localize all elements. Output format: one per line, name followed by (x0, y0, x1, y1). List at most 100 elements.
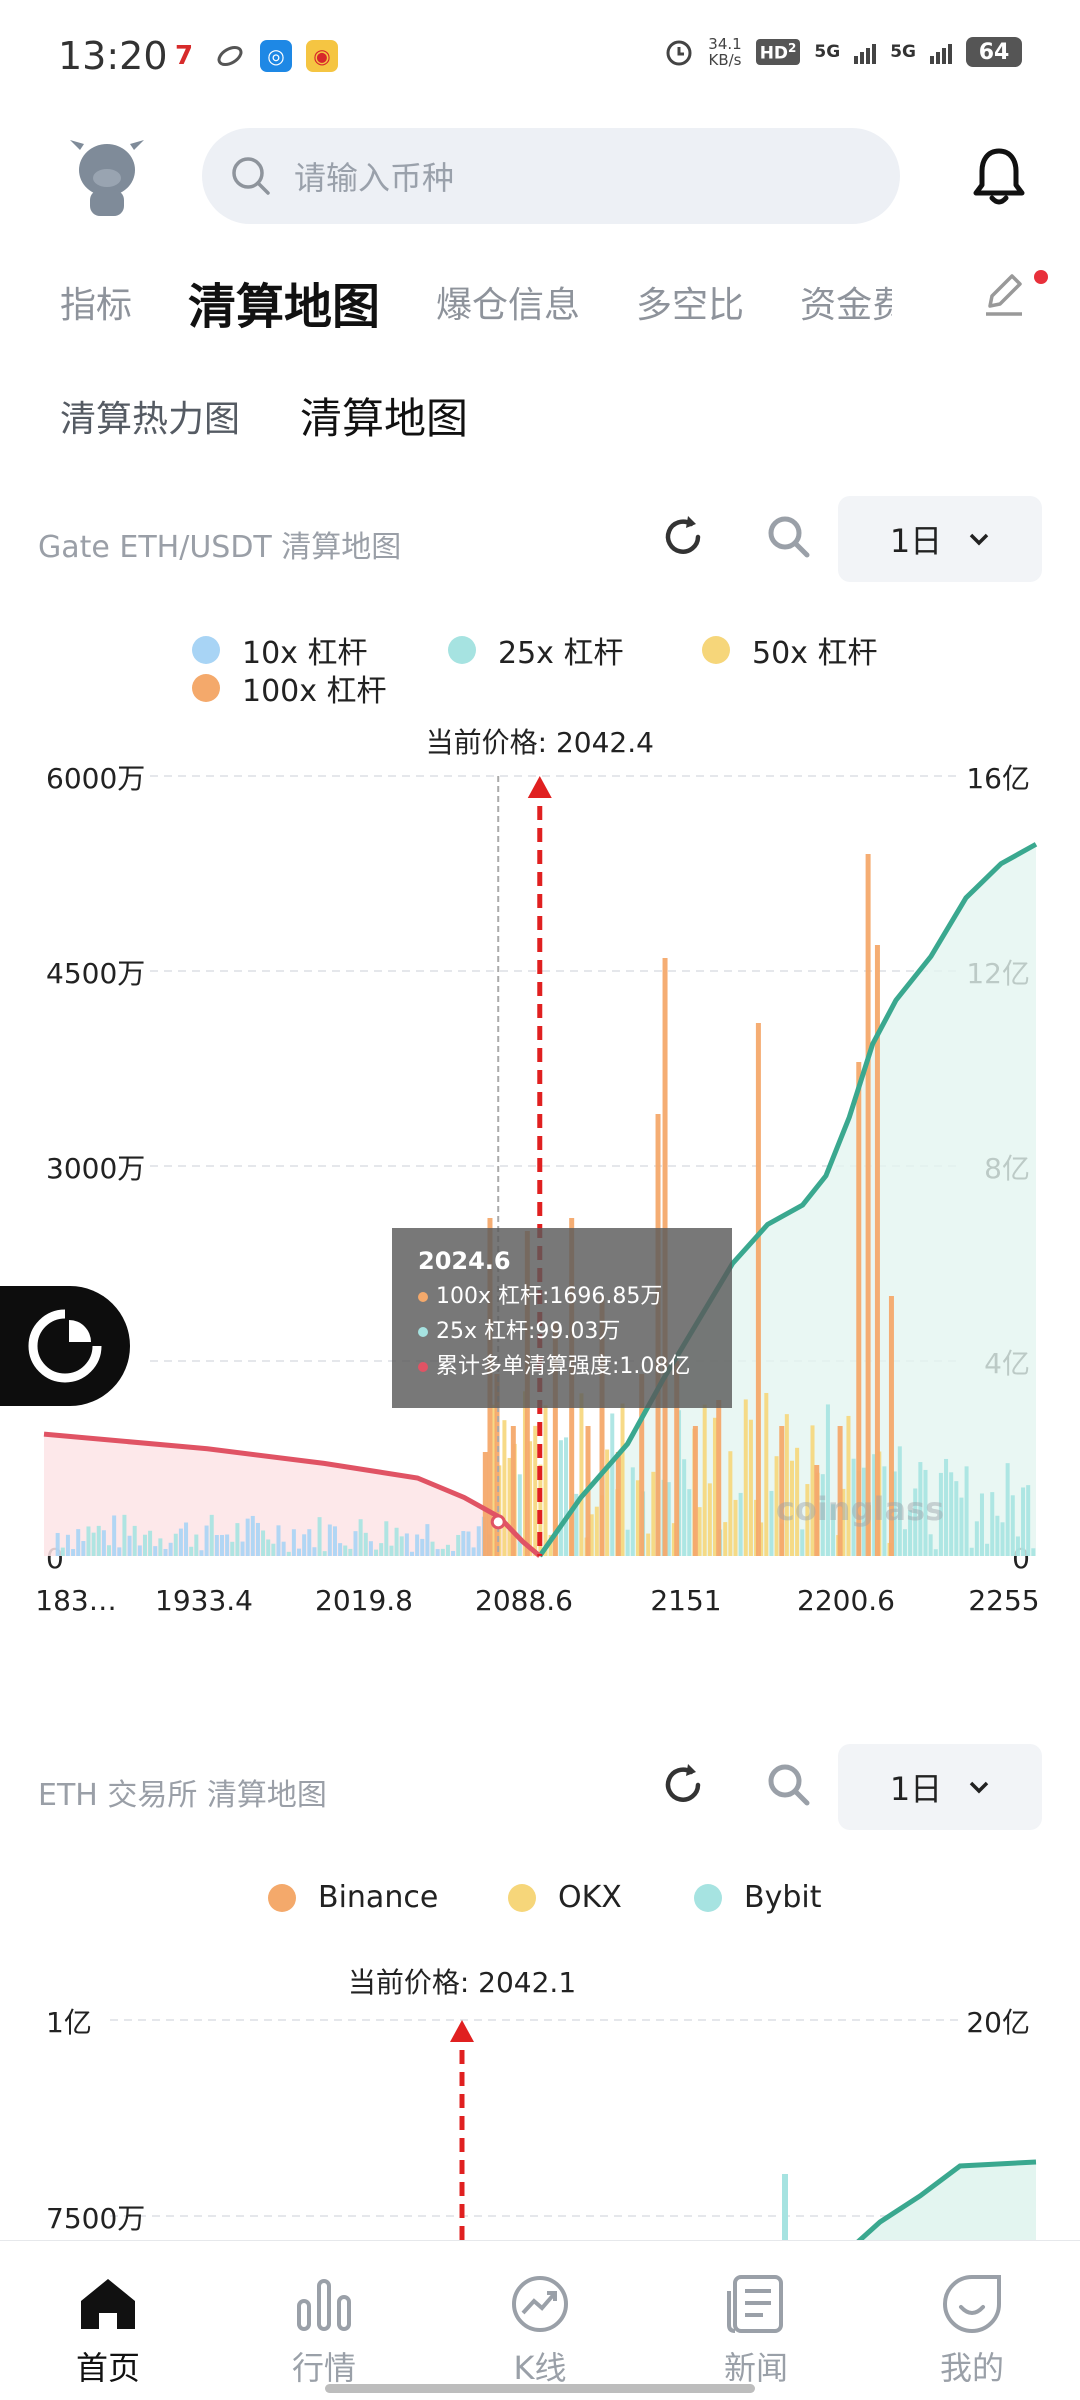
bar (219, 1534, 224, 1556)
tab-funding-rate[interactable]: 资金费 (800, 285, 893, 326)
bar (435, 1549, 440, 1556)
legend-item[interactable]: Binance (268, 1880, 438, 1915)
bar (892, 1471, 897, 1556)
floating-action-button[interactable] (0, 1286, 130, 1406)
chart1-title: Gate ETH/USDT 清算地图 (38, 530, 402, 565)
legend-item[interactable]: 50x 杠杆 (702, 628, 877, 672)
liquidation-chart[interactable]: 6000万16亿4500万12亿3000万8亿4亿00当前价格: 2042.4c… (0, 720, 1080, 1620)
bar (949, 1472, 954, 1556)
bar-100x (692, 1426, 698, 1556)
bar (178, 1528, 183, 1556)
weibo-icon: ◉ (306, 40, 338, 72)
tab-long-short-ratio[interactable]: 多空比 (636, 285, 745, 326)
bar (353, 1531, 358, 1556)
bar (163, 1548, 168, 1556)
tooltip-row: 25x 杠杆:99.03万 (418, 1314, 732, 1349)
hover-point (490, 1514, 506, 1530)
legend-item[interactable]: 10x 杠杆 (192, 628, 367, 672)
bar (517, 1474, 522, 1556)
bar (810, 1425, 815, 1556)
bar (286, 1551, 291, 1556)
period-value: 1日 (889, 522, 943, 560)
avatar[interactable] (66, 132, 148, 218)
tooltip-price: 2024.6 (418, 1247, 511, 1275)
home-icon (81, 2279, 135, 2329)
bar (769, 1490, 774, 1556)
bar (933, 1549, 938, 1556)
tab-liquidation-info[interactable]: 爆仓信息 (436, 285, 581, 326)
notification-bell-icon[interactable] (972, 145, 1026, 207)
battery-icon: 64 (966, 37, 1022, 67)
bar (1015, 1536, 1020, 1556)
bar (471, 1547, 476, 1556)
bar (882, 1466, 887, 1556)
app-notification-icon: 7 (168, 40, 200, 72)
bar (332, 1526, 337, 1556)
bar (872, 1454, 877, 1556)
bar (795, 1447, 800, 1556)
subtab-heatmap[interactable]: 清算热力图 (60, 398, 241, 440)
bar (307, 1529, 312, 1556)
nav-market[interactable]: 行情 (216, 2241, 432, 2400)
bar (81, 1541, 86, 1556)
refresh-icon[interactable] (658, 1760, 708, 1810)
bar (492, 1404, 497, 1556)
nav-label: K线 (513, 2349, 567, 2387)
bar (420, 1538, 425, 1556)
legend-item[interactable]: 25x 杠杆 (448, 628, 623, 672)
bar (348, 1548, 353, 1556)
chevron-down-icon (969, 533, 989, 546)
search-icon[interactable] (764, 1760, 814, 1810)
nav-profile[interactable]: 我的 (864, 2241, 1080, 2400)
y-tick-label: 1亿 (46, 2006, 92, 2039)
period-select[interactable]: 1日 (838, 496, 1042, 582)
nav-kline[interactable]: K线 (432, 2241, 648, 2400)
nav-label: 首页 (75, 2349, 140, 2387)
bar-100x (615, 1452, 621, 1556)
bar-100x (510, 1426, 516, 1556)
bar (55, 1532, 60, 1556)
exchange-liquidation-chart[interactable]: 1亿20亿7500万15亿当前价格: 2042.1 (0, 1960, 1080, 2240)
bar (276, 1525, 281, 1556)
long-liquidation-area (539, 844, 1036, 1556)
long-cumulative-line (537, 842, 1038, 1558)
search-bar[interactable]: 请输入币种 (202, 128, 900, 224)
bar (132, 1525, 137, 1556)
bar-100x (674, 1361, 680, 1556)
bar (261, 1530, 266, 1556)
bar (1031, 1548, 1036, 1556)
bar (979, 1493, 984, 1556)
signal-icon (930, 40, 952, 64)
search-icon[interactable] (764, 512, 814, 562)
market-icon (297, 2279, 351, 2331)
legend-item[interactable]: OKX (508, 1880, 622, 1915)
bar (358, 1519, 363, 1556)
bar (589, 1514, 594, 1556)
nav-home[interactable]: 首页 (0, 2241, 216, 2400)
bar (65, 1534, 70, 1556)
bar (625, 1529, 630, 1556)
bar (255, 1522, 260, 1556)
edit-icon[interactable] (980, 270, 1028, 318)
chart-tooltip: 2024.6 100x 杠杆:1696.85万 25x 杠杆:99.03万 累计… (392, 1228, 732, 1408)
notification-dot (1034, 270, 1048, 284)
subtab-liquidation-map[interactable]: 清算地图 (300, 394, 469, 443)
bar (782, 2174, 788, 2240)
legend-item[interactable]: Bybit (694, 1880, 821, 1915)
x-tick-label: 2255 (968, 1584, 1039, 1617)
tab-indicators[interactable]: 指标 (60, 285, 133, 326)
refresh-icon[interactable] (658, 512, 708, 562)
main-tabs: 指标 清算地图 爆仓信息 多空比 资金费 (60, 262, 1060, 342)
bar (974, 1521, 979, 1556)
bar (897, 1446, 902, 1556)
period-select[interactable]: 1日 (838, 1744, 1042, 1830)
search-input[interactable]: 请输入币种 (294, 159, 455, 197)
bar (784, 1414, 789, 1556)
bar (281, 1541, 286, 1556)
nav-news[interactable]: 新闻 (648, 2241, 864, 2400)
legend-marker (448, 636, 476, 664)
bar (101, 1530, 106, 1556)
tab-liquidation-map[interactable]: 清算地图 (188, 279, 381, 335)
legend-item[interactable]: 100x 杠杆 (192, 666, 387, 710)
bar (184, 1522, 189, 1556)
